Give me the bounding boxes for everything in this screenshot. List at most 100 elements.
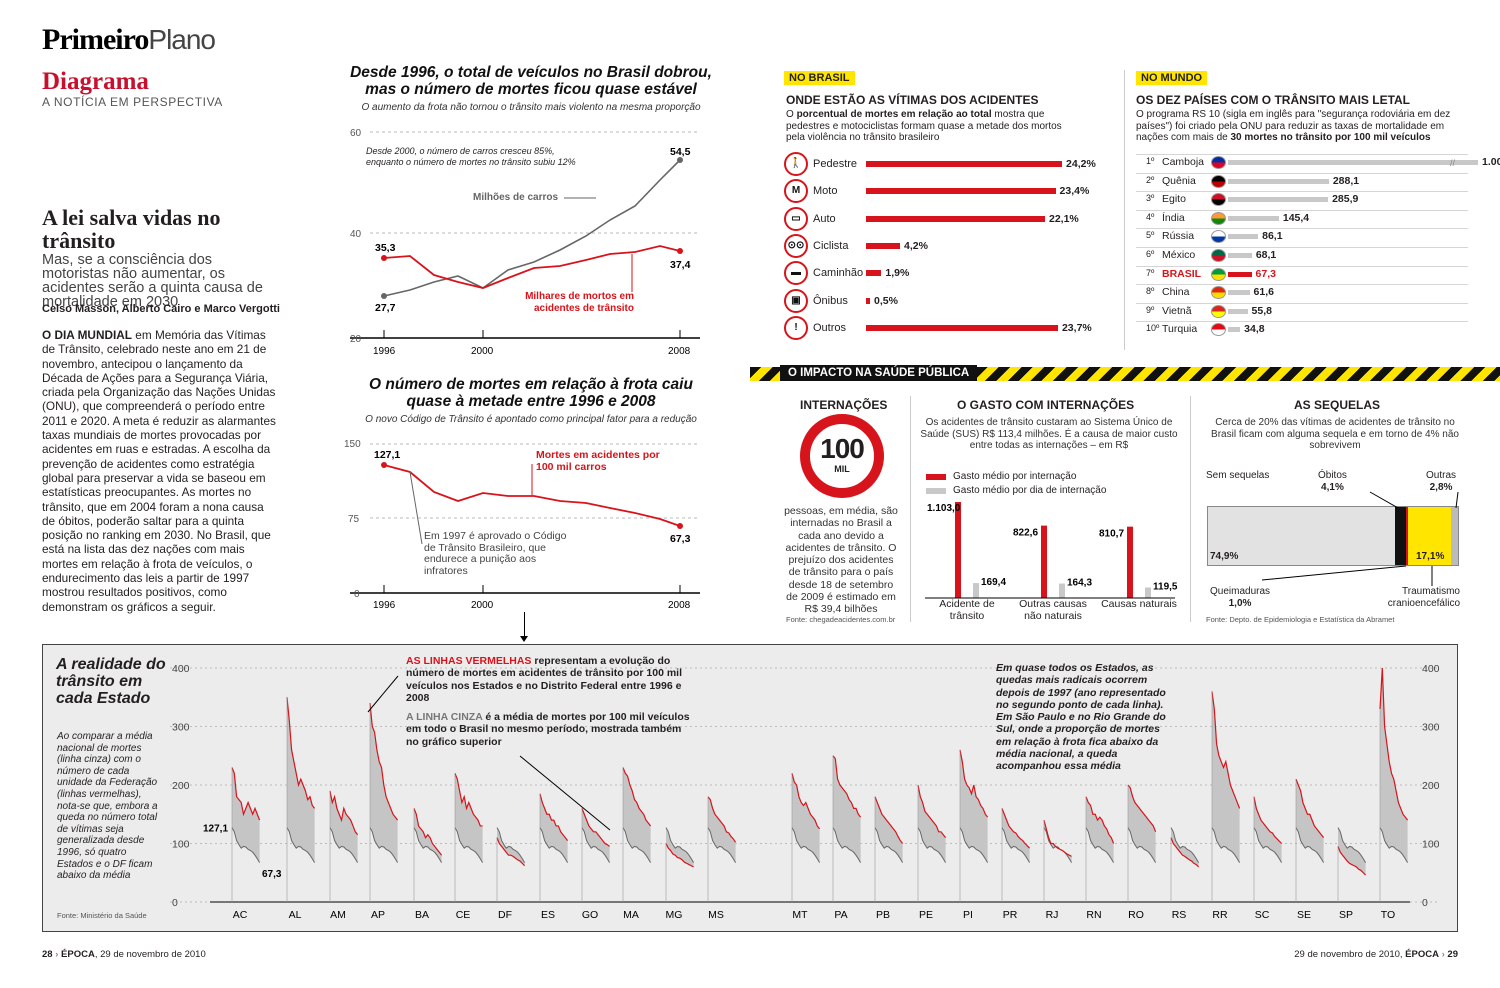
mundo-desc: O programa RS 10 (sigla em inglês para "… bbox=[1136, 109, 1466, 144]
victim-bar bbox=[866, 215, 1045, 222]
country-name: BRASIL bbox=[1162, 267, 1202, 280]
section-subtitle: A NOTÍCIA EM PERSPECTIVA bbox=[42, 95, 223, 109]
state-gap-area bbox=[1086, 796, 1114, 863]
state-line bbox=[454, 773, 483, 827]
victim-bar bbox=[866, 270, 882, 277]
state-mean-line bbox=[581, 827, 611, 863]
state-line bbox=[1211, 691, 1241, 809]
sequelas-obitos-label: Óbitos 4,1% bbox=[1318, 470, 1347, 493]
brand-bold: Primeiro bbox=[42, 23, 149, 56]
state-line bbox=[874, 796, 904, 844]
sequelas-heading: AS SEQUELAS bbox=[1294, 398, 1381, 412]
queim-pointer bbox=[1261, 565, 1407, 581]
footer-right-brand: ÉPOCA bbox=[1405, 949, 1439, 960]
country-bar bbox=[1228, 178, 1329, 184]
country-bar bbox=[1228, 253, 1252, 258]
article-authors: Celso Masson, Alberto Cairo e Marco Verg… bbox=[42, 303, 280, 315]
mundo-heading: OS DEZ PAÍSES COM O TRÂNSITO MAIS LETAL bbox=[1136, 93, 1411, 107]
mundo-desc-bold: 30 mortes no trânsito por 100 mil veícul… bbox=[1230, 132, 1431, 143]
gasto-value-internacao: 810,7 bbox=[1099, 529, 1124, 540]
brasil-tag: NO BRASIL bbox=[784, 71, 855, 85]
state-line bbox=[496, 837, 526, 867]
state-line bbox=[1295, 778, 1325, 839]
state-label: PA bbox=[834, 909, 847, 921]
chart2-end-value: 67,3 bbox=[670, 533, 691, 545]
country-rank: 9º bbox=[1146, 304, 1155, 315]
estados-ytick-right: 300 bbox=[1422, 722, 1440, 734]
pedestrian-icon: 🚶 bbox=[784, 152, 808, 176]
column-divider bbox=[910, 396, 911, 622]
brand-logo: PrimeiroPlano bbox=[42, 22, 216, 58]
intern-source: Fonte: chegadeacidentes.com.br bbox=[786, 615, 896, 624]
mundo-desc-text: O programa RS 10 (sigla em inglês para "… bbox=[1136, 109, 1451, 143]
victim-value: 23,7% bbox=[1061, 321, 1092, 334]
state-gap-area bbox=[540, 793, 568, 863]
state-mean-line bbox=[1337, 827, 1367, 863]
state-gap-area bbox=[960, 749, 988, 863]
state-label: CE bbox=[456, 909, 471, 921]
gasto-value-internacao: 822,6 bbox=[1013, 528, 1038, 539]
state-mean-line bbox=[369, 827, 399, 863]
state-line bbox=[1001, 808, 1031, 849]
estados-annotation-gray: A LINHA CINZA é a média de mortes por 10… bbox=[406, 711, 696, 748]
sequelas-text: Cerca de 20% das vítimas de acidentes de… bbox=[1211, 417, 1459, 451]
gasto-bar-internacao bbox=[955, 502, 961, 598]
victim-bar bbox=[866, 324, 1058, 331]
state-label: TO bbox=[1381, 909, 1395, 921]
state-gap-area bbox=[1296, 779, 1324, 863]
flag-icon bbox=[1211, 267, 1226, 281]
country-name: Vietnã bbox=[1162, 304, 1192, 317]
state-label: MT bbox=[792, 909, 808, 921]
sequelas-source: Fonte: Depto. de Epidemiologia e Estatís… bbox=[1206, 615, 1395, 624]
estados-ytick-right: 100 bbox=[1422, 839, 1440, 851]
chart1-label-cars: Milhões de carros bbox=[473, 192, 558, 203]
state-label: RJ bbox=[1046, 909, 1059, 921]
country-value: 86,1 bbox=[1262, 230, 1283, 243]
country-divider bbox=[1136, 209, 1468, 211]
country-rank: 1º bbox=[1146, 156, 1155, 166]
state-mean-line bbox=[454, 827, 484, 863]
state-mean-line bbox=[917, 827, 947, 863]
state-mean-line bbox=[1211, 827, 1241, 863]
state-gap-area bbox=[455, 773, 483, 863]
sequelas-queim-name: Queimaduras bbox=[1210, 586, 1271, 597]
state-line bbox=[791, 773, 821, 830]
sequelas-obitos-name: Óbitos bbox=[1318, 470, 1347, 481]
country-rank: 10º bbox=[1146, 323, 1160, 334]
country-name: Rússia bbox=[1162, 230, 1195, 243]
country-value: 285,9 bbox=[1332, 193, 1359, 206]
sequelas-trauma-label: Traumatismo cranioencefálico bbox=[1387, 586, 1460, 609]
state-label: MA bbox=[623, 909, 639, 921]
victim-value: 23,4% bbox=[1059, 185, 1090, 198]
state-gap-area bbox=[918, 785, 946, 863]
state-mean-line bbox=[1295, 827, 1325, 863]
state-gap-area bbox=[708, 796, 736, 863]
gasto-bar-internacao bbox=[1041, 525, 1047, 598]
state-line bbox=[1043, 819, 1072, 857]
sequelas-outras-label: Outras 2,8% bbox=[1426, 470, 1456, 493]
truck-icon: ▬ bbox=[784, 261, 808, 286]
sequelas-seg-obitos bbox=[1395, 507, 1406, 565]
estados-source: Fonte: Ministério da Saúde bbox=[57, 911, 147, 920]
sequelas-seg-sem bbox=[1208, 507, 1396, 565]
chart1-subtitle: O aumento da frota não tornou o trânsito… bbox=[361, 102, 701, 113]
car-icon: ▭ bbox=[784, 206, 808, 231]
victim-label: Pedestre bbox=[813, 158, 858, 170]
state-line bbox=[917, 784, 947, 839]
state-gap-area bbox=[833, 755, 861, 863]
gasto-bar-dia bbox=[973, 583, 979, 598]
state-label: RN bbox=[1086, 909, 1101, 921]
footer-left-page: 28 bbox=[42, 949, 53, 960]
state-mean-line bbox=[874, 827, 904, 863]
footer-chevron-icon: › bbox=[55, 949, 59, 960]
estados-ytick-left: 200 bbox=[172, 780, 190, 792]
brand-light: Plano bbox=[148, 24, 216, 55]
sequelas-seg-trauma bbox=[1408, 507, 1451, 565]
outras-pointer bbox=[1455, 491, 1459, 509]
state-label: RO bbox=[1128, 909, 1144, 921]
country-divider bbox=[1136, 172, 1468, 174]
chart1-xtick-2008: 2008 bbox=[668, 346, 691, 357]
chart2-xtick-2000: 2000 bbox=[471, 600, 494, 611]
country-name: Índia bbox=[1162, 211, 1185, 224]
state-line bbox=[286, 697, 316, 809]
